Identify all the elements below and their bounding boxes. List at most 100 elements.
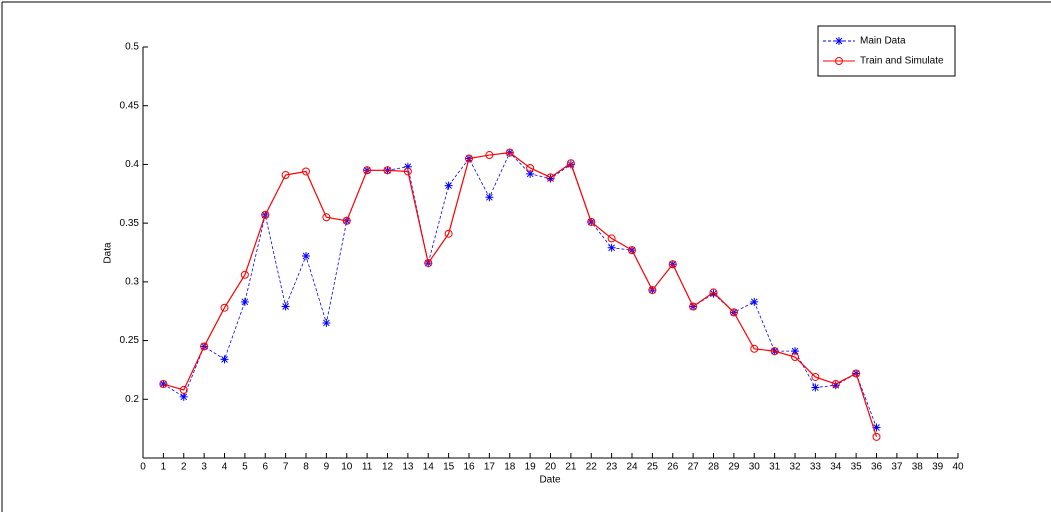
- x-tick-label: 23: [606, 462, 618, 473]
- data-point: [383, 166, 392, 175]
- data-point: [729, 308, 738, 317]
- data-point: [220, 355, 229, 364]
- data-point: [465, 154, 473, 163]
- legend-marker: [835, 57, 843, 65]
- data-point: [668, 260, 677, 269]
- x-tick-label: 31: [769, 462, 781, 473]
- x-tick-label: 25: [647, 462, 659, 473]
- legend-label: Main Data: [860, 36, 906, 47]
- data-point: [505, 148, 514, 157]
- data-point: [159, 380, 168, 389]
- data-point: [709, 288, 718, 297]
- x-axis-label: Date: [539, 475, 561, 486]
- legend-marker: [835, 37, 843, 45]
- x-tick-label: 18: [504, 462, 516, 473]
- data-point: [689, 302, 698, 311]
- x-tick-label: 5: [242, 462, 248, 473]
- y-tick-label: 0.45: [120, 100, 140, 111]
- x-tick-label: 38: [912, 462, 924, 473]
- x-tick-label: 6: [262, 462, 268, 473]
- data-point: [363, 166, 372, 175]
- data-point: [261, 210, 270, 219]
- data-point: [281, 170, 290, 179]
- legend-box: [817, 25, 956, 77]
- x-tick-label: 19: [525, 462, 537, 473]
- x-tick-label: 8: [303, 462, 309, 473]
- y-tick-label: 0.25: [120, 335, 140, 346]
- x-tick-label: 26: [667, 462, 679, 473]
- data-point: [342, 216, 351, 225]
- data-point: [791, 347, 799, 356]
- x-tick-label: 30: [749, 462, 761, 473]
- data-point: [750, 344, 759, 353]
- y-tick-label: 0.4: [125, 159, 139, 170]
- x-tick-label: 32: [789, 462, 801, 473]
- x-tick-label: 7: [283, 462, 289, 473]
- x-tick-label: 0: [140, 462, 146, 473]
- data-point: [628, 246, 636, 255]
- data-point: [179, 385, 188, 394]
- data-point: [240, 297, 249, 306]
- data-point: [485, 151, 494, 160]
- data-point: [403, 167, 412, 176]
- data-point: [587, 217, 596, 226]
- data-point: [709, 289, 718, 298]
- y-tick-label: 0.3: [125, 276, 139, 287]
- data-point: [831, 381, 840, 390]
- x-tick-label: 28: [708, 462, 720, 473]
- x-tick-label: 16: [463, 462, 475, 473]
- x-tick-label: 39: [932, 462, 944, 473]
- x-tick-label: 35: [851, 462, 863, 473]
- y-axis-label: Data: [103, 242, 114, 264]
- data-point: [852, 369, 861, 378]
- data-point: [648, 286, 657, 295]
- x-tick-label: 10: [341, 462, 353, 473]
- y-tick-label: 0.35: [120, 218, 140, 229]
- series-line: [163, 151, 877, 428]
- y-tick-label: 0.2: [125, 394, 139, 405]
- x-tick-label: 22: [586, 462, 598, 473]
- x-tick-label: 11: [362, 462, 373, 473]
- data-point: [322, 318, 331, 327]
- x-tick-label: 29: [728, 462, 740, 473]
- data-point: [811, 372, 820, 381]
- x-tick-label: 24: [626, 462, 638, 473]
- data-point: [791, 353, 799, 362]
- x-tick-label: 27: [688, 462, 700, 473]
- x-tick-label: 36: [871, 462, 883, 473]
- x-tick-label: 17: [484, 462, 496, 473]
- data-point: [220, 303, 229, 312]
- data-point: [240, 270, 249, 279]
- data-point: [485, 193, 494, 202]
- x-tick-label: 15: [443, 462, 455, 473]
- x-tick-label: 3: [201, 462, 207, 473]
- data-point: [526, 163, 535, 172]
- data-point: [179, 392, 188, 401]
- data-point: [302, 252, 310, 261]
- x-tick-label: 1: [161, 462, 167, 473]
- x-tick-label: 37: [891, 462, 903, 473]
- data-point: [607, 234, 616, 243]
- x-tick-label: 14: [423, 462, 435, 473]
- data-point: [872, 432, 881, 441]
- data-point: [546, 174, 555, 183]
- series-line: [163, 152, 878, 438]
- data-point: [302, 167, 310, 176]
- data-point: [444, 229, 453, 238]
- data-point: [200, 342, 209, 351]
- data-point: [403, 162, 412, 171]
- data-point: [281, 302, 290, 311]
- x-tick-label: 34: [830, 462, 842, 473]
- data-point: [526, 169, 535, 178]
- x-tick-label: 13: [402, 462, 414, 473]
- x-tick-label: 21: [565, 462, 577, 473]
- data-point: [770, 347, 779, 356]
- data-point: [831, 380, 840, 389]
- data-point: [546, 173, 555, 182]
- data-point: [811, 383, 820, 392]
- data-point: [607, 243, 616, 252]
- x-tick-label: 33: [810, 462, 822, 473]
- data-point: [566, 159, 575, 168]
- x-tick-label: 20: [545, 462, 557, 473]
